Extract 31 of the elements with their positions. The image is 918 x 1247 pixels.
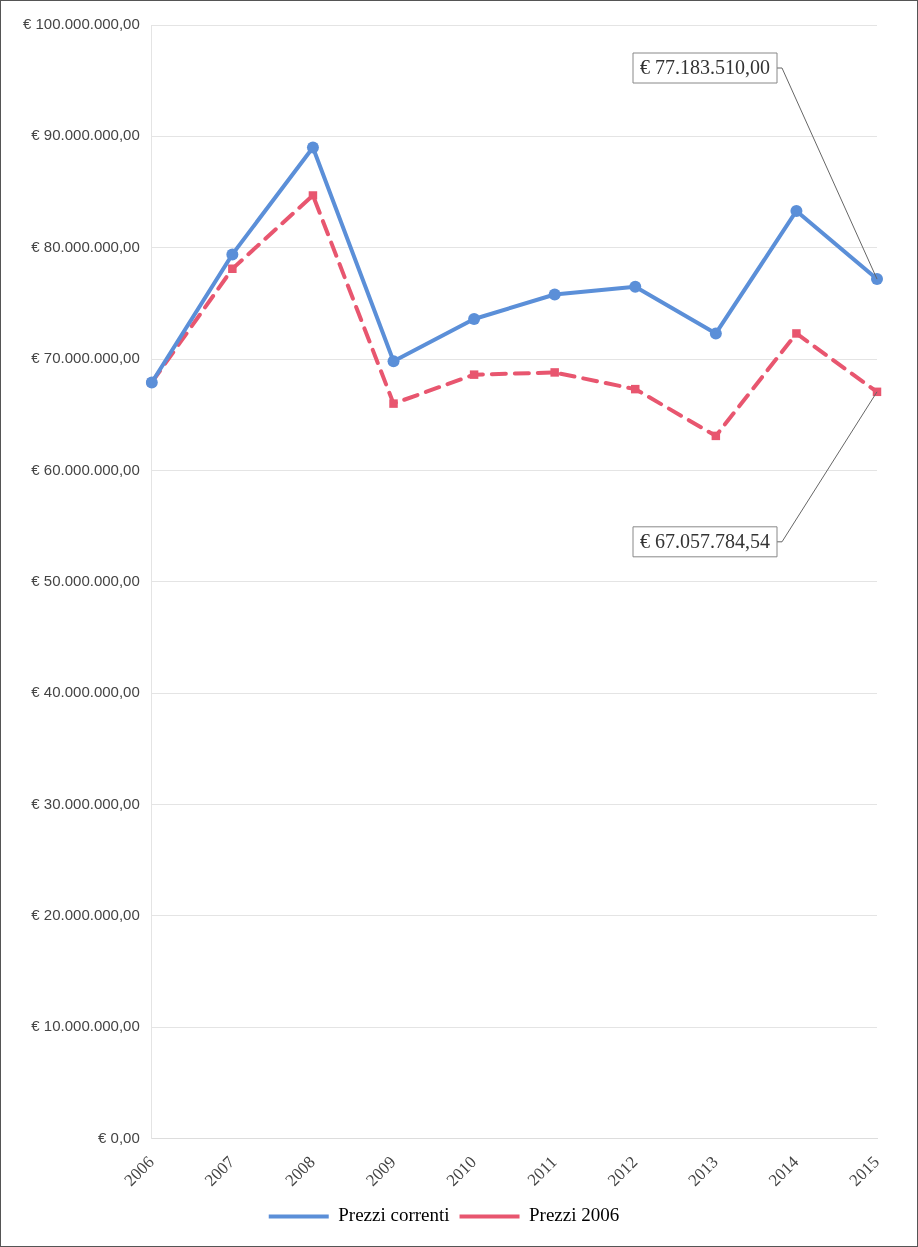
y-tick-label: € 40.000.000,00	[31, 683, 140, 701]
y-tick-label: € 80.000.000,00	[31, 237, 140, 255]
point	[389, 399, 398, 408]
y-tick-label: € 30.000.000,00	[31, 794, 140, 812]
point	[308, 191, 318, 200]
point	[226, 248, 239, 261]
point	[548, 288, 561, 301]
y-tick-label: € 90.000.000,00	[31, 126, 140, 144]
y-tick-label: € 70.000.000,00	[31, 349, 140, 367]
y-tick-label: € 20.000.000,00	[31, 905, 140, 923]
legend-label: Prezzi 2006	[529, 1204, 620, 1226]
y-tick-label: € 10.000.000,00	[31, 1017, 140, 1035]
annotation: € 77.183.510,00	[640, 56, 770, 79]
point	[709, 327, 722, 340]
point	[631, 384, 640, 394]
y-tick-label: € 60.000.000,00	[31, 460, 140, 478]
point	[469, 370, 479, 379]
y-tick-label: € 0,00	[98, 1128, 140, 1146]
point	[792, 329, 801, 338]
point	[387, 355, 400, 368]
point	[871, 273, 883, 286]
legend-label: Prezzi correnti	[338, 1204, 450, 1226]
point	[228, 264, 237, 274]
point	[550, 368, 559, 377]
point	[468, 312, 481, 325]
point	[629, 280, 642, 293]
point	[306, 141, 319, 154]
point	[790, 204, 803, 217]
annotation: € 67.057.784,54	[640, 530, 770, 553]
y-tick-label: € 50.000.000,00	[31, 571, 140, 589]
y-tick-label: € 100.000.000,00	[23, 15, 140, 33]
